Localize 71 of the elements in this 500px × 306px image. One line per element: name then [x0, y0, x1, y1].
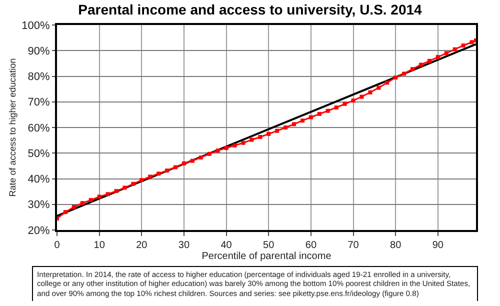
point [385, 80, 390, 85]
point [106, 192, 110, 196]
point [360, 94, 364, 99]
point [207, 152, 212, 156]
point [140, 178, 144, 182]
x-tick-label: 90 [432, 240, 444, 251]
x-tick-label: 50 [263, 240, 275, 251]
y-tick-label: 80% [28, 71, 50, 84]
x-tick-label: 0 [54, 240, 60, 251]
x-tick-label: 20 [136, 240, 148, 251]
point [72, 204, 76, 209]
point [326, 108, 330, 113]
y-tick-label: 50% [28, 148, 50, 160]
point [131, 182, 136, 186]
point [156, 172, 161, 176]
point [122, 186, 127, 190]
point [232, 143, 237, 148]
point [292, 122, 296, 126]
x-tick-label: 70 [348, 240, 360, 251]
y-tick-label: 100% [22, 20, 50, 32]
point [410, 67, 415, 72]
point [216, 148, 220, 153]
point [402, 72, 406, 76]
x-tick-label: 30 [178, 240, 190, 251]
point [97, 194, 102, 199]
point [470, 40, 474, 44]
x-axis-title: Percentile of parental income [202, 251, 332, 262]
point [258, 134, 262, 139]
point [63, 210, 68, 214]
x-tick-label: 80 [390, 240, 402, 251]
x-tick-label: 60 [305, 240, 317, 251]
point [284, 126, 288, 130]
point [266, 132, 271, 136]
point [224, 146, 228, 150]
y-tick-label: 60% [28, 122, 50, 134]
point [275, 128, 280, 133]
point [351, 98, 356, 103]
y-tick-label: 30% [28, 199, 50, 212]
point [452, 47, 457, 52]
y-tick-label: 40% [28, 174, 50, 186]
y-tick-label: 90% [28, 45, 50, 58]
point [148, 174, 152, 179]
point [174, 165, 178, 170]
point [88, 198, 93, 202]
point [444, 51, 448, 56]
point [114, 189, 118, 194]
point [376, 86, 381, 90]
point [394, 76, 398, 80]
y-axis-title: Rate of access to higher education [8, 58, 18, 197]
chart-title: Parental income and access to university, U.S. 2014 [78, 1, 422, 18]
point [165, 168, 170, 173]
point [317, 112, 322, 116]
x-tick-label: 40 [220, 240, 232, 251]
point [182, 161, 186, 166]
point [461, 44, 466, 48]
point [308, 115, 313, 120]
point [436, 55, 440, 60]
point [250, 138, 254, 142]
y-tick-label: 20% [28, 224, 50, 237]
y-tick-label: 70% [28, 96, 50, 109]
point [198, 155, 203, 160]
point [418, 62, 423, 67]
point [427, 58, 432, 63]
point [190, 158, 194, 163]
point [241, 140, 246, 145]
point [334, 106, 338, 110]
point [368, 90, 372, 94]
point [342, 102, 347, 106]
point [80, 201, 84, 206]
point [300, 118, 304, 123]
x-tick-label: 10 [94, 240, 106, 251]
